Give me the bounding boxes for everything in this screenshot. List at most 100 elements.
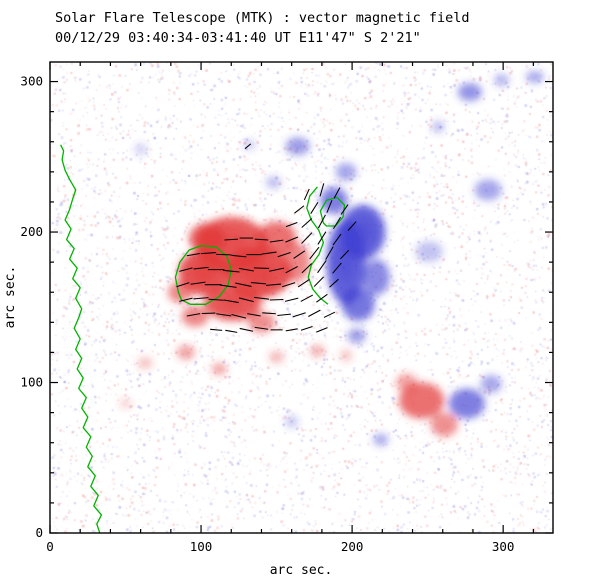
- positive-blob: [256, 221, 297, 255]
- positive-blob: [430, 412, 458, 437]
- negative-blob: [525, 71, 544, 84]
- y-tick-label: 100: [20, 375, 43, 390]
- field-vector: [238, 267, 254, 272]
- y-tick-label: 300: [20, 74, 43, 89]
- field-vector: [219, 284, 237, 288]
- field-vector: [285, 221, 298, 228]
- axis-tick-labels: 0 100 200 300 0 100 200 300: [20, 74, 514, 554]
- field-vector: [231, 254, 247, 258]
- y-axis-label: arc sec.: [3, 266, 18, 329]
- field-vector: [309, 246, 320, 260]
- field-vector: [190, 281, 206, 285]
- positive-blob: [119, 399, 132, 409]
- field-vector: [292, 312, 306, 318]
- negative-blob: [347, 328, 366, 344]
- field-vector: [254, 326, 269, 330]
- field-vector: [225, 329, 238, 333]
- field-vector: [244, 143, 252, 150]
- x-tick-label: 200: [341, 539, 364, 554]
- negative-blob: [285, 415, 298, 428]
- plot-subtitle: 00/12/29 03:40:34-03:41:40 UT E11'47" S …: [55, 30, 421, 46]
- field-vector: [277, 252, 291, 258]
- field-vector: [326, 199, 333, 213]
- negative-blob: [457, 83, 483, 102]
- negative-blob: [266, 176, 282, 189]
- field-vector: [262, 312, 276, 315]
- field-vector: [261, 251, 277, 255]
- field-vector: [316, 327, 328, 333]
- field-vector: [277, 313, 291, 317]
- field-vector: [231, 313, 247, 319]
- x-tick-label: 100: [190, 539, 213, 554]
- field-vector: [323, 311, 336, 318]
- field-vector: [223, 299, 239, 304]
- positive-blob: [282, 242, 310, 282]
- neutral-line-contour: [319, 196, 346, 227]
- field-vector: [222, 269, 240, 273]
- field-vector: [329, 278, 339, 288]
- field-vector: [247, 313, 261, 317]
- field-vector: [239, 327, 254, 332]
- positive-blob: [211, 362, 227, 375]
- field-vector: [301, 218, 313, 228]
- neutral-line-contour: [60, 144, 103, 533]
- negative-blob: [474, 179, 502, 201]
- field-vector: [317, 214, 326, 229]
- negative-blob: [415, 241, 443, 263]
- x-tick-label: 0: [46, 539, 54, 554]
- positive-blob-core: [198, 230, 217, 246]
- field-vector: [210, 328, 223, 331]
- field-vector: [316, 293, 328, 303]
- field-vector: [253, 296, 270, 300]
- field-vector: [265, 283, 282, 286]
- field-vector: [179, 267, 193, 272]
- field-vector: [285, 328, 298, 332]
- field-vector: [238, 297, 254, 303]
- neutral-line-contour: [174, 244, 232, 305]
- positive-blob: [398, 382, 445, 419]
- field-vector: [300, 294, 314, 302]
- negative-blob: [480, 374, 502, 394]
- field-vector: [269, 267, 285, 272]
- field-vector: [293, 250, 306, 259]
- field-vector: [208, 298, 224, 301]
- field-vector: [186, 313, 201, 317]
- negative-blob: [432, 120, 445, 133]
- field-vector: [310, 201, 319, 214]
- field-vector: [313, 276, 324, 287]
- field-vector: [317, 260, 327, 274]
- positive-blob: [269, 350, 285, 363]
- positive-blob: [137, 356, 153, 369]
- positive-blob: [395, 373, 418, 392]
- field-vector: [347, 221, 357, 231]
- positive-blob-core: [191, 261, 217, 284]
- field-vector: [285, 236, 299, 243]
- positive-blob-core: [218, 293, 248, 312]
- positive-blob: [340, 349, 353, 362]
- field-vector: [224, 238, 239, 241]
- field-vector: [269, 239, 284, 243]
- field-vector: [325, 246, 334, 260]
- neutral-line-contours: [60, 144, 346, 533]
- field-vector: [193, 266, 209, 270]
- field-vector: [250, 282, 267, 285]
- positive-blob: [309, 344, 325, 357]
- field-vector: [186, 252, 201, 257]
- field-vector: [254, 238, 269, 241]
- field-vector: [332, 262, 342, 274]
- negative-blob: [134, 143, 147, 156]
- field-vector: [301, 232, 313, 244]
- x-tick-label: 300: [492, 539, 515, 554]
- field-vector: [176, 282, 190, 288]
- negative-blob: [373, 433, 389, 446]
- negative-blob: [448, 388, 486, 419]
- negative-blob: [285, 137, 310, 156]
- field-vector: [216, 313, 232, 317]
- field-vector: [282, 282, 296, 288]
- field-vector: [285, 266, 298, 274]
- plot-frame: [49, 61, 554, 534]
- field-vector: [201, 252, 217, 255]
- negative-blob: [494, 74, 510, 87]
